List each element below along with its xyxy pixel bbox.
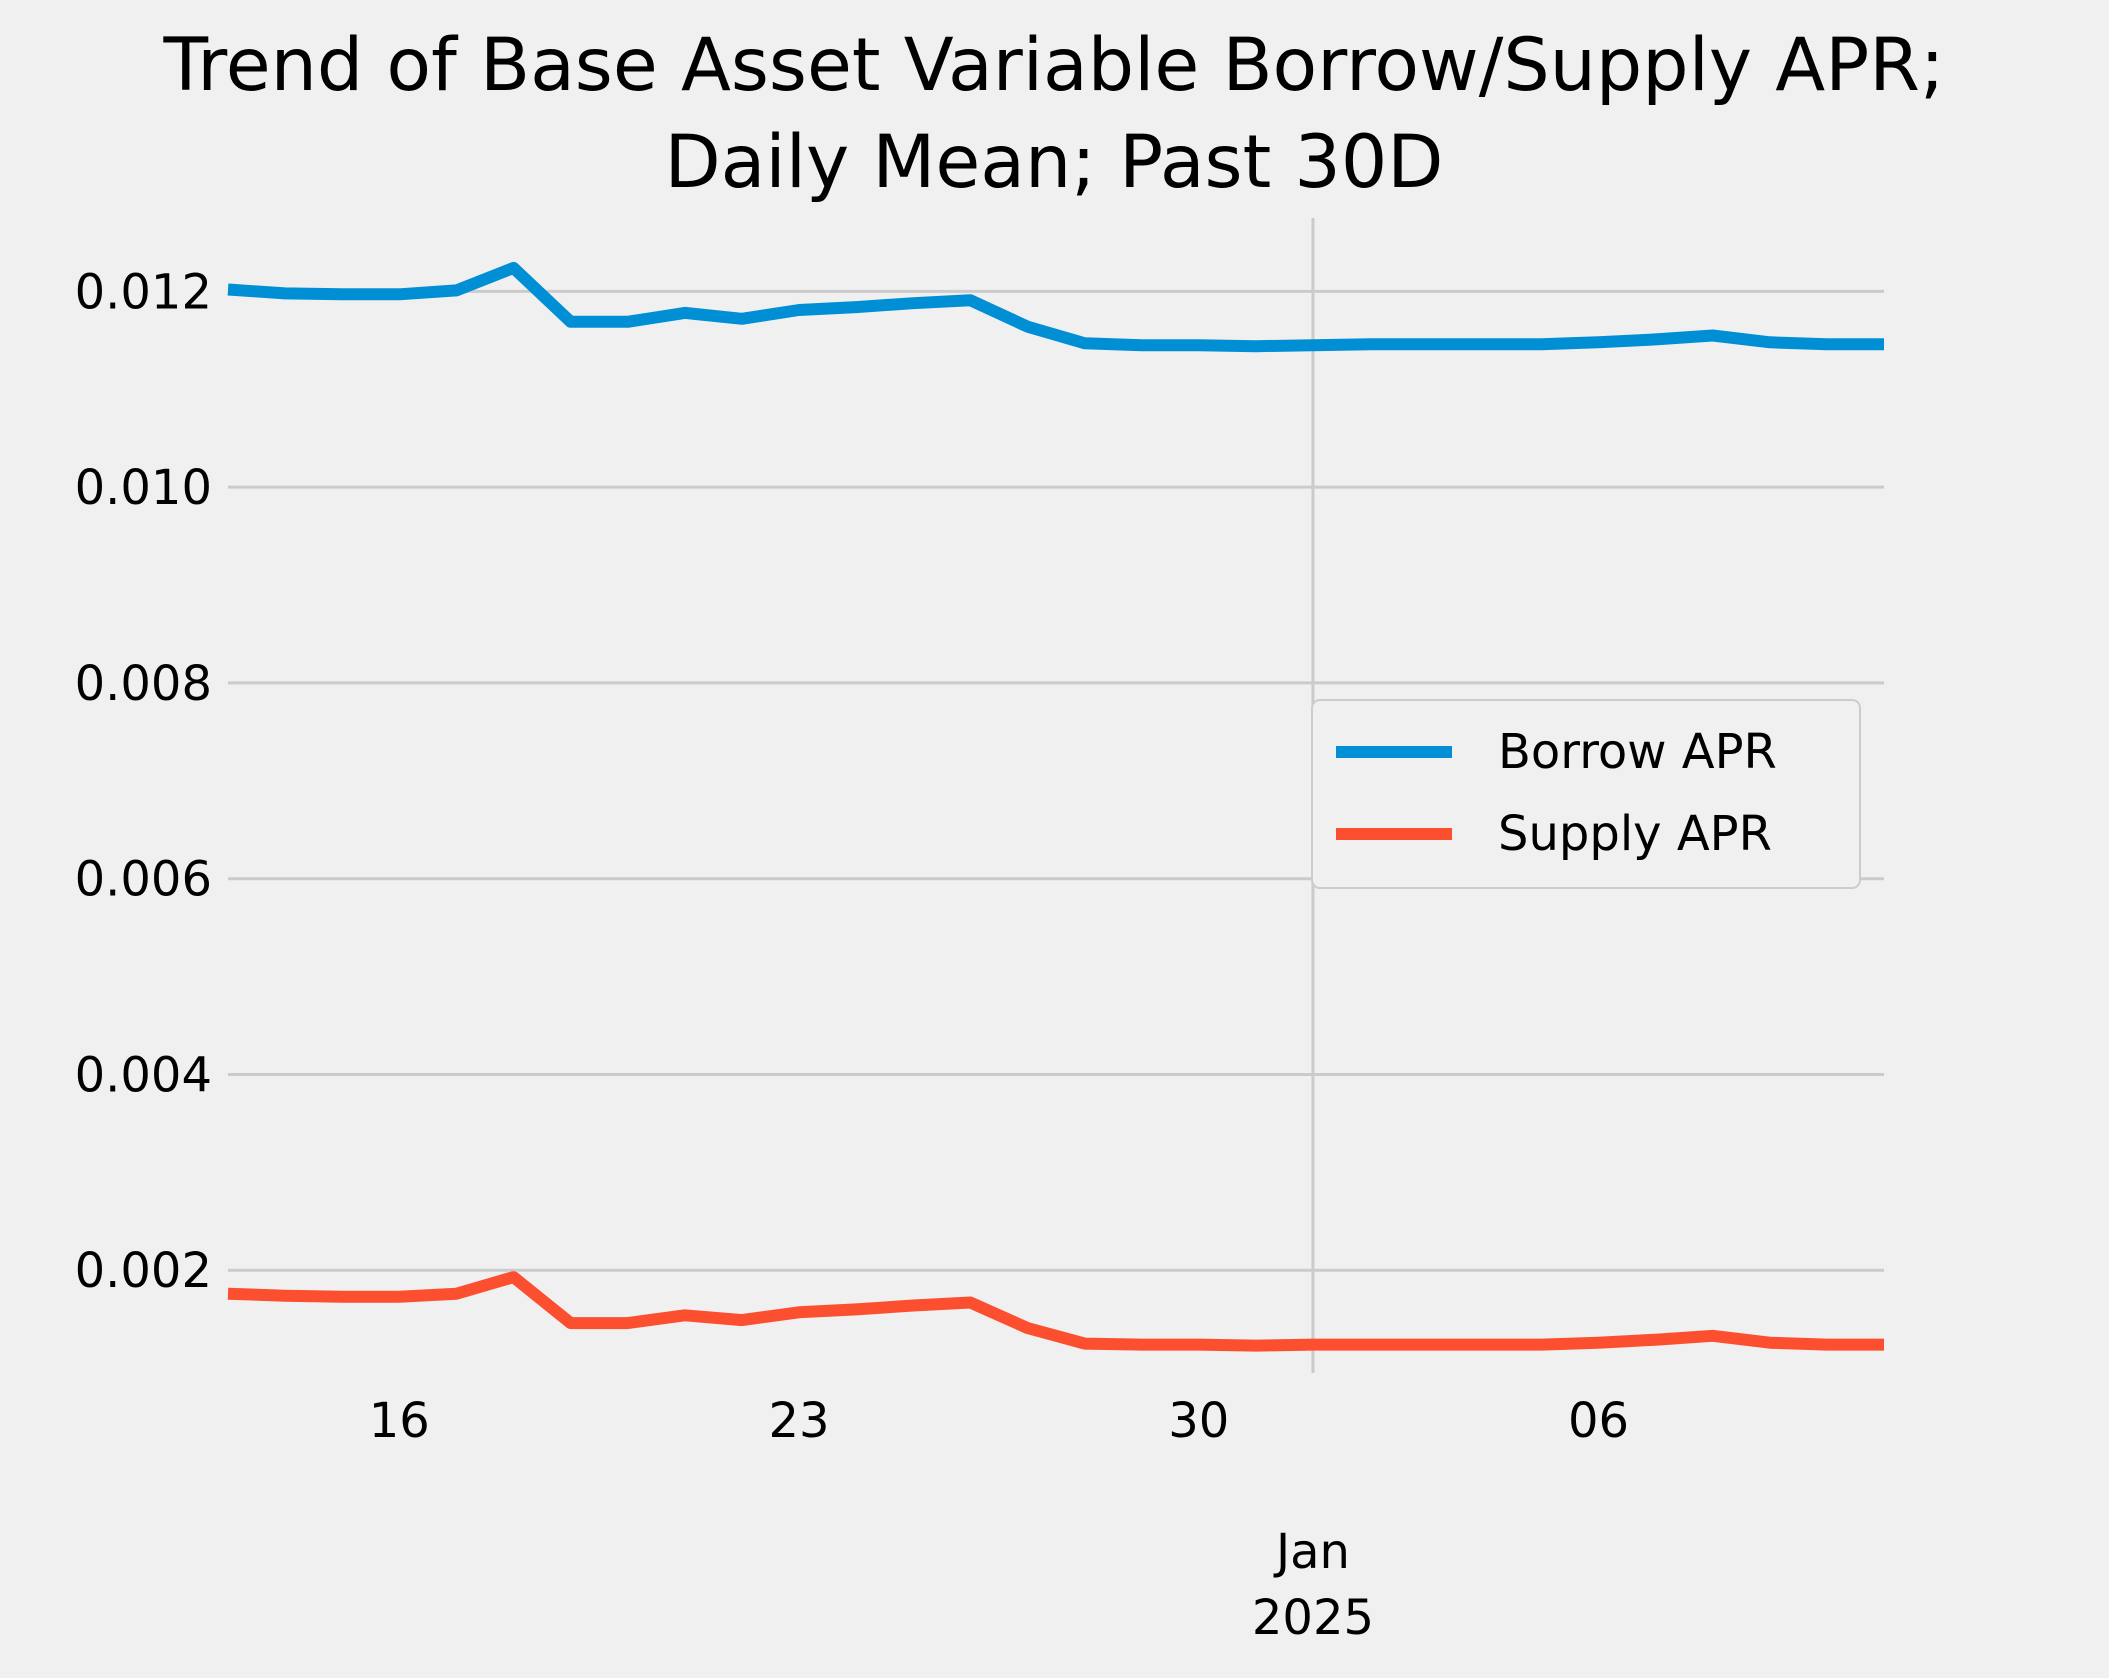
y-tick-label: 0.010	[75, 460, 212, 516]
y-axis-tick-labels: 0.002 0.004 0.006 0.008 0.010 0.012	[75, 264, 212, 1299]
gridlines	[228, 218, 1884, 1373]
y-tick-label: 0.002	[75, 1243, 212, 1299]
chart-title: Trend of Base Asset Variable Borrow/Supp…	[162, 23, 1944, 205]
x-tick-label: 16	[369, 1393, 430, 1449]
legend: Borrow APR Supply APR	[1311, 699, 1861, 889]
legend-label-borrow: Borrow APR	[1498, 724, 1777, 780]
x-tick-label: 23	[768, 1393, 829, 1449]
y-tick-label: 0.004	[75, 1047, 212, 1103]
y-tick-label: 0.006	[75, 852, 212, 908]
series-lines	[227, 261, 1884, 1352]
x-tick-label: 30	[1168, 1393, 1229, 1449]
y-tick-label: 0.012	[75, 264, 212, 320]
series-line-supply-apr	[227, 1271, 1884, 1352]
chart-title-line-2: Daily Mean; Past 30D	[664, 120, 1443, 205]
x-major-tick-label-month: Jan	[1273, 1524, 1350, 1580]
series-line-borrow-apr	[227, 261, 1884, 353]
legend-label-supply: Supply APR	[1498, 806, 1772, 862]
x-tick-label: 06	[1568, 1393, 1629, 1449]
x-major-tick-label-year: 2025	[1252, 1590, 1374, 1646]
chart-title-line-1: Trend of Base Asset Variable Borrow/Supp…	[162, 23, 1944, 108]
x-axis-tick-labels: Jan 2025 16 23 30 06	[369, 1393, 1629, 1646]
y-tick-label: 0.008	[75, 656, 212, 712]
